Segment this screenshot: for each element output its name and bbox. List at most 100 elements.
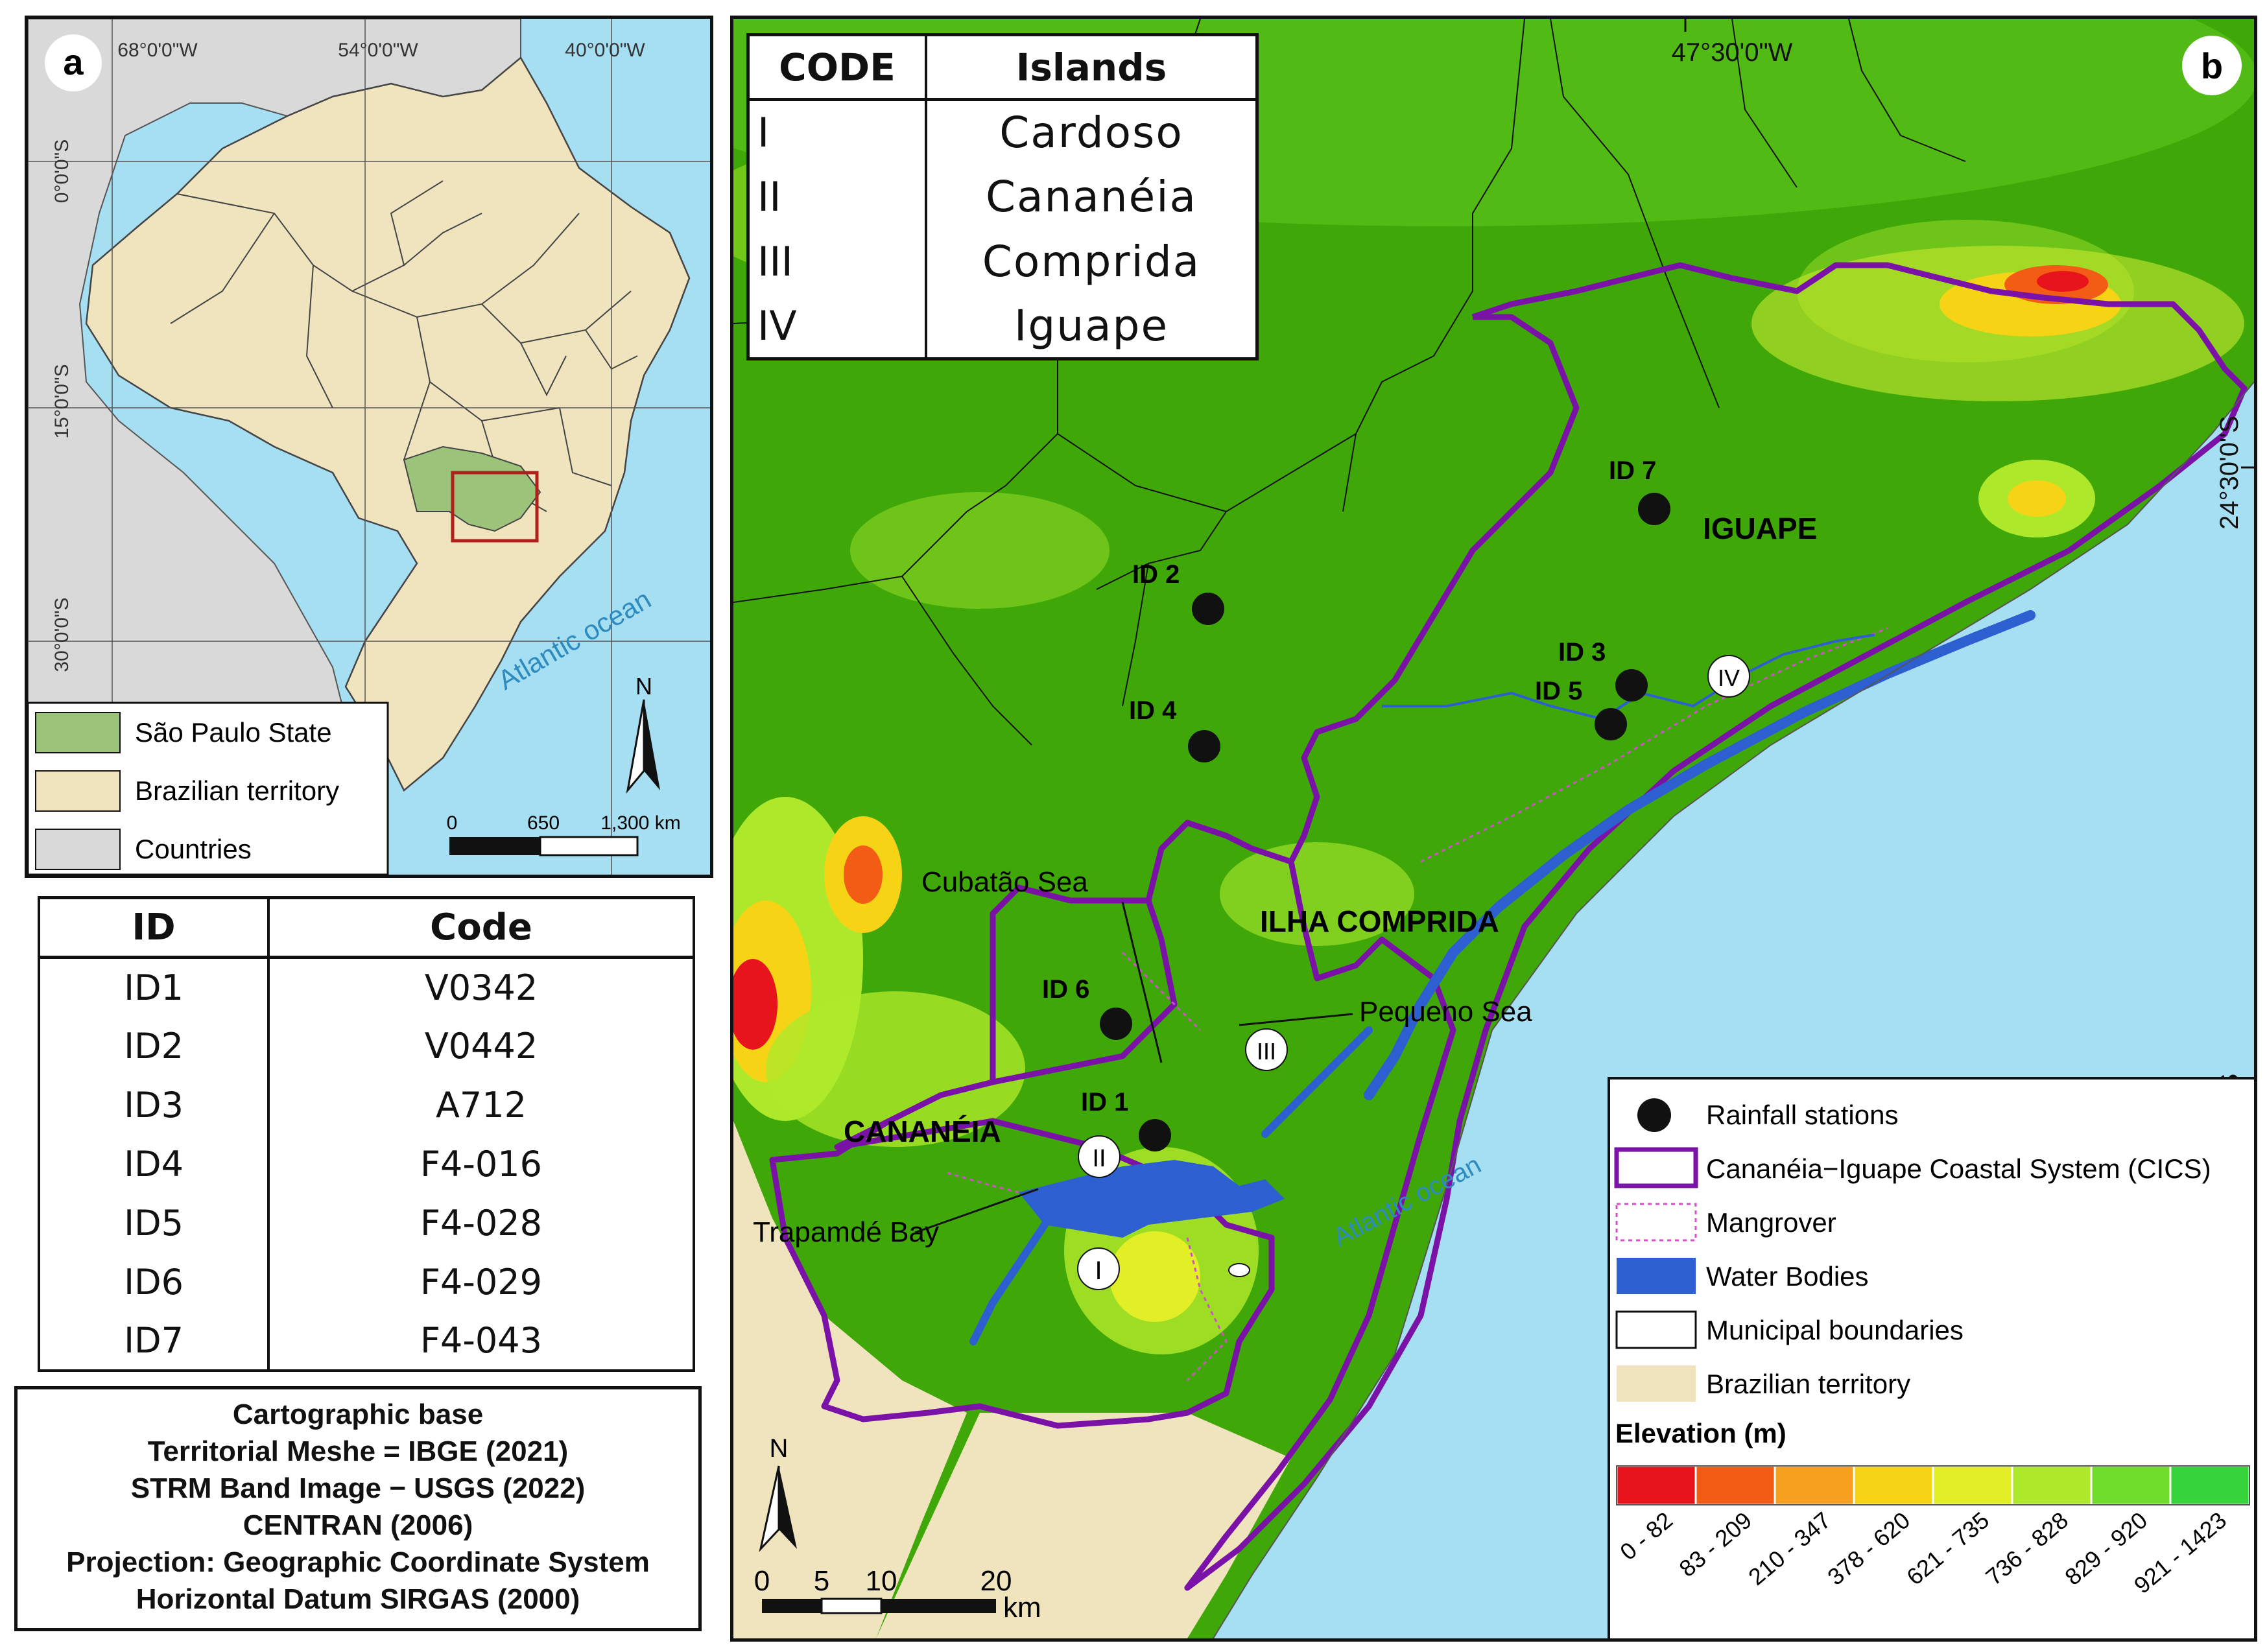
station-label-id2: ID 2 (1132, 560, 1180, 589)
lon-label-54w: 54°0'0"W (338, 40, 418, 61)
id-cell: ID2 (39, 1016, 270, 1076)
id-table-header-code: Code (430, 906, 532, 949)
panel-b-scale-bar: 0 5 10 20 km (754, 1565, 1041, 1623)
leader-pequeno-sea (1239, 1013, 1353, 1026)
legend-swatch-brazil (35, 770, 121, 812)
place-label-trapande-bay: Trapamdé Bay (753, 1216, 939, 1248)
brazil-map: a 68°0'0"W 54°0'0"W 40°0'0"W 0°0'0"S 15°… (28, 19, 710, 875)
leader-trapande-bay (914, 1188, 1039, 1234)
station-id-table: ID Code ID1 V0342 ID2 V0442 ID3 A712 ID4 F4-016… (38, 896, 695, 1372)
code-cell: F4-043 (420, 1319, 542, 1361)
elevation-ramp-outline (1616, 1465, 2250, 1505)
station-label-id3: ID 3 (1558, 638, 1606, 667)
elevation-swatch (1932, 1465, 2013, 1506)
svg-text:III: III (1257, 1038, 1276, 1065)
island-name-cell: Cardoso (999, 108, 1183, 158)
id-table-row: ID1 V0342 (39, 957, 694, 1017)
panel-a-letter: a (63, 41, 84, 82)
elevation-swatch (2090, 1465, 2172, 1506)
panel-b-study-area-map: 47°30'0"W 24°30'0"S S b ID 7 ID 2 ID 4 I… (730, 16, 2257, 1642)
id-table-row: ID6 F4-029 (39, 1252, 694, 1312)
lon-label-47-30w: 47°30'0"W (1672, 38, 1793, 67)
svg-text:650: 650 (527, 812, 560, 834)
legend-label-municipal: Municipal boundaries (1706, 1315, 1964, 1345)
svg-text:I: I (1095, 1257, 1102, 1285)
legend-swatch-sao-paulo (35, 712, 121, 753)
svg-text:0: 0 (447, 812, 458, 834)
place-label-iguape: IGUAPE (1703, 512, 1817, 545)
legend-elevation-title: Elevation (m) (1615, 1418, 1786, 1448)
id-table-row: ID5 F4-028 (39, 1193, 694, 1253)
code-cell: F4-029 (420, 1261, 542, 1303)
islands-table-body: I Cardoso II Cananéia III Comprida IV Iguape (748, 99, 1257, 359)
lon-label-68w: 68°0'0"W (117, 40, 198, 61)
code-cell: F4-016 (420, 1143, 542, 1185)
legend-symbol-brazil (1617, 1365, 1696, 1402)
id-table-body: ID1 V0342 ID2 V0442 ID3 A712 ID4 F4-016 ID5 F4-02… (39, 957, 694, 1371)
station-point-id7 (1638, 493, 1670, 525)
panel-b-letter: b (2201, 45, 2223, 86)
panel-b-letter-badge (2182, 36, 2242, 95)
legend-symbol-cics (1614, 1147, 1698, 1188)
island-code-cell: III (748, 229, 927, 294)
place-label-cananeia: CANANÉIA (844, 1115, 1001, 1148)
mar-pequeno-channel (1364, 610, 2036, 1100)
legend-swatch-countries (35, 829, 121, 870)
station-label-id6: ID 6 (1042, 975, 1089, 1004)
legend-label-rainfall: Rainfall stations (1706, 1100, 1898, 1130)
svg-text:10: 10 (866, 1565, 897, 1597)
svg-text:N: N (635, 673, 652, 700)
islands-table-row: II Cananéia (748, 164, 1257, 230)
station-point-id4 (1188, 730, 1220, 762)
svg-text:5: 5 (814, 1565, 829, 1597)
water-bodies (969, 610, 2036, 1345)
panel-a-north-arrow: N (626, 673, 660, 794)
islands-table-row: I Cardoso (748, 99, 1257, 165)
island-marker-i (1077, 1247, 1120, 1290)
legend-label-water: Water Bodies (1706, 1261, 1869, 1292)
legend-label-cics: Cananéia−Iguape Coastal System (CICS) (1706, 1153, 2211, 1184)
panel-a-locator-map: a 68°0'0"W 54°0'0"W 40°0'0"W 0°0'0"S 15°… (25, 16, 713, 878)
islands-table-header-islands: Islands (1015, 45, 1167, 89)
id-table-row: ID2 V0442 (39, 1016, 694, 1076)
panel-a-scale-bar: 0 650 1,300 km (447, 812, 681, 856)
svg-text:0: 0 (754, 1565, 770, 1597)
legend-symbol-water (1617, 1258, 1696, 1294)
cartographic-base-box: Cartographic base Territorial Meshe = IB… (14, 1386, 702, 1631)
panel-b-north-arrow: N (759, 1434, 797, 1553)
legend-label-brazil: Brazilian territory (135, 775, 339, 806)
panel-a-letter-badge (45, 34, 102, 91)
coastline (1213, 381, 2254, 1638)
legend-label-countries: Countries (135, 834, 252, 864)
id-cell: ID5 (39, 1193, 270, 1253)
code-cell: V0342 (424, 967, 538, 1008)
legend-symbol-mangrove (1615, 1203, 1697, 1242)
islands-table-header-code: CODE (748, 34, 927, 100)
code-cell: F4-028 (420, 1202, 542, 1244)
id-table-row: ID4 F4-016 (39, 1134, 694, 1194)
cics-boundary (769, 262, 2248, 1591)
sao-paulo-state (403, 445, 541, 532)
elevation-swatch (1615, 1465, 1697, 1506)
id-cell: ID1 (39, 957, 270, 1017)
island-markers: I II III IV (1077, 655, 1750, 1290)
leader-cubatao-sea (1121, 901, 1163, 1063)
island-marker-iii (1245, 1028, 1288, 1071)
cartographic-base-line: STRM Band Image − USGS (2022) (130, 1472, 586, 1504)
elevation-class-label: 621 - 735 (1901, 1507, 1994, 1590)
id-table-row: ID7 F4-043 (39, 1311, 694, 1371)
id-cell: ID6 (39, 1252, 270, 1312)
station-point-id2 (1192, 593, 1224, 625)
island-code-cell: IV (748, 294, 927, 359)
elevation-swatch (1774, 1465, 1855, 1506)
legend-label-sao-paulo: São Paulo State (135, 717, 332, 748)
elevation-swatch (2011, 1465, 2093, 1506)
legend-graphics: Rainfall stations Cananéia−Iguape Coasta… (1614, 1098, 2251, 1599)
elevation-swatch (1853, 1465, 1934, 1506)
small-island (1228, 1263, 1250, 1277)
svg-text:N: N (770, 1434, 789, 1463)
island-name-cell: Comprida (982, 237, 1201, 287)
cartographic-base-line: Projection: Geographic Coordinate System (66, 1546, 650, 1578)
